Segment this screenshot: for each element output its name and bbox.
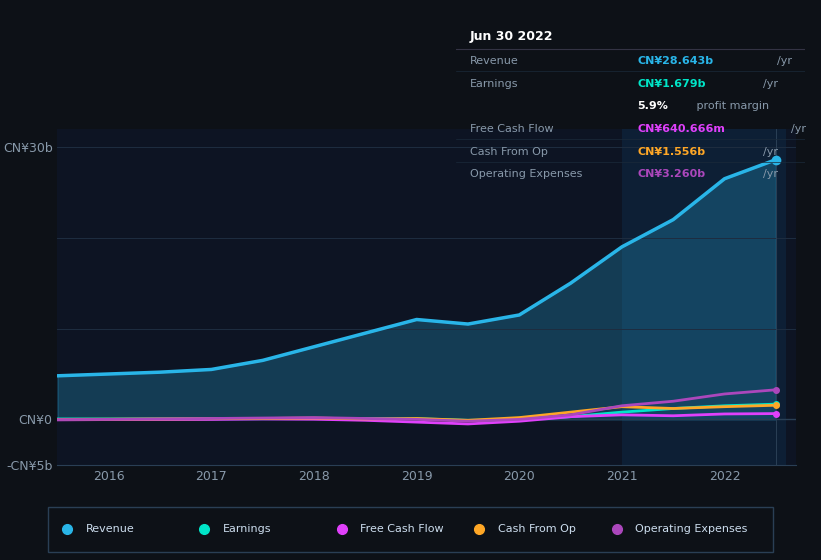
Text: Free Cash Flow: Free Cash Flow	[470, 124, 553, 134]
Text: CN¥1.556b: CN¥1.556b	[637, 147, 705, 157]
Text: CN¥640.666m: CN¥640.666m	[637, 124, 725, 134]
Text: Revenue: Revenue	[470, 56, 518, 66]
Text: Operating Expenses: Operating Expenses	[635, 524, 747, 534]
Text: Free Cash Flow: Free Cash Flow	[360, 524, 444, 534]
Text: CN¥28.643b: CN¥28.643b	[637, 56, 713, 66]
Text: CN¥1.679b: CN¥1.679b	[637, 79, 705, 88]
Text: Earnings: Earnings	[470, 79, 518, 88]
Text: profit margin: profit margin	[693, 101, 769, 111]
Text: Operating Expenses: Operating Expenses	[470, 169, 582, 179]
Text: /yr: /yr	[763, 147, 777, 157]
Text: CN¥3.260b: CN¥3.260b	[637, 169, 705, 179]
Text: /yr: /yr	[777, 56, 791, 66]
Text: Jun 30 2022: Jun 30 2022	[470, 30, 553, 43]
Text: Cash From Op: Cash From Op	[498, 524, 576, 534]
Text: /yr: /yr	[763, 169, 777, 179]
Text: Earnings: Earnings	[222, 524, 271, 534]
Text: /yr: /yr	[763, 79, 777, 88]
Text: /yr: /yr	[791, 124, 805, 134]
Text: Revenue: Revenue	[85, 524, 134, 534]
Text: 5.9%: 5.9%	[637, 101, 668, 111]
Text: Cash From Op: Cash From Op	[470, 147, 548, 157]
Bar	[622, 129, 786, 465]
